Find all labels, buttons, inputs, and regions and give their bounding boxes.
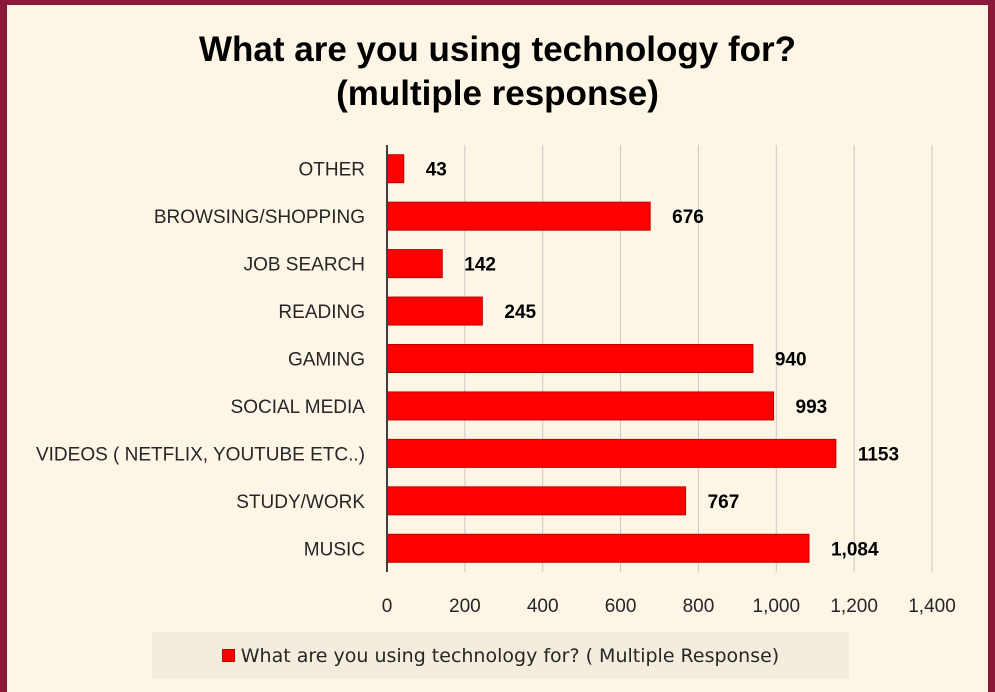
bar bbox=[387, 344, 754, 373]
chart-title-line-2: (multiple response) bbox=[336, 74, 659, 113]
legend-swatch bbox=[221, 649, 235, 662]
data-label: 1153 bbox=[858, 444, 899, 465]
data-label: 767 bbox=[708, 492, 740, 513]
x-tick-label: 1,000 bbox=[753, 596, 801, 617]
legend: What are you using technology for? ( Mul… bbox=[152, 632, 849, 679]
bar bbox=[387, 486, 687, 516]
bar bbox=[387, 438, 837, 468]
x-tick-label: 1,200 bbox=[830, 596, 878, 617]
bar bbox=[387, 249, 443, 279]
x-tick-label: 400 bbox=[527, 596, 559, 617]
chart-title: What are you using technology for? (mult… bbox=[0, 28, 995, 116]
x-tick-label: 0 bbox=[382, 596, 393, 617]
bar bbox=[387, 154, 405, 184]
labels: 0 200 400 600 800 1,000 1,200 1,400 MUSIC 1,084 ST… bbox=[36, 160, 956, 617]
chart-title-line-1: What are you using technology for? bbox=[199, 30, 796, 69]
data-label: 993 bbox=[796, 397, 828, 418]
bar bbox=[387, 391, 775, 421]
bars bbox=[387, 154, 837, 563]
category-label: OTHER bbox=[299, 160, 366, 181]
bar bbox=[387, 296, 483, 326]
x-tick-label: 1,400 bbox=[908, 596, 956, 617]
x-tick-label: 800 bbox=[683, 596, 715, 617]
category-label: BROWSING/SHOPPING bbox=[154, 207, 365, 228]
data-label: 43 bbox=[426, 160, 447, 181]
category-label: STUDY/WORK bbox=[236, 492, 365, 513]
bar bbox=[387, 533, 810, 563]
category-label: VIDEOS ( NETFLIX, YOUTUBE ETC..) bbox=[36, 444, 365, 465]
bar bbox=[387, 201, 651, 231]
x-tick-label: 600 bbox=[605, 596, 637, 617]
category-label: READING bbox=[278, 302, 365, 323]
category-label: GAMING bbox=[288, 350, 365, 371]
category-label: SOCIAL MEDIA bbox=[231, 397, 366, 418]
legend-label: What are you using technology for? ( Mul… bbox=[240, 644, 780, 667]
x-tick-label: 200 bbox=[449, 596, 481, 617]
data-label: 940 bbox=[775, 350, 807, 371]
data-label: 676 bbox=[672, 207, 704, 228]
data-label: 1,084 bbox=[831, 539, 879, 560]
category-label: JOB SEARCH bbox=[244, 255, 365, 276]
data-label: 245 bbox=[504, 302, 536, 323]
category-label: MUSIC bbox=[304, 539, 365, 560]
data-label: 142 bbox=[464, 255, 496, 276]
